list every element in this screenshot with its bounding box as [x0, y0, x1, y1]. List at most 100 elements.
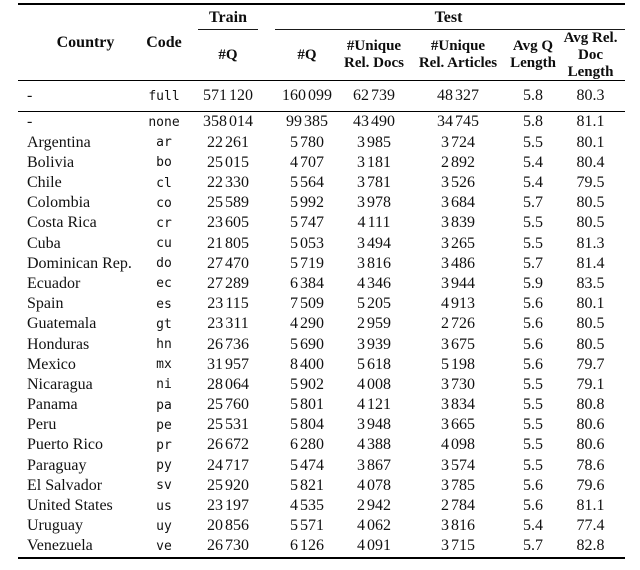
country-cell: Uruguay	[27, 517, 83, 535]
unique-rel-docs-cell: 3 939	[356, 335, 392, 353]
avg-rel-doc-length-cell: 80.5	[576, 315, 605, 333]
country-cell: Dominican Rep.	[27, 254, 132, 272]
unique-rel-articles-cell: 3 944	[440, 274, 476, 292]
test-q-cell: 5 902	[289, 375, 325, 393]
country-cell: Honduras	[27, 335, 90, 353]
unique-rel-articles-cell: 2 784	[440, 497, 476, 515]
table-row: Nicaragua ni 28 064 5 902 4 008 3 730 5.5 79.1	[18, 375, 625, 395]
code-cell: cl	[156, 175, 172, 191]
unique-rel-articles-cell: 3 839	[440, 214, 476, 232]
unique-rel-docs-cell: 5 618	[356, 355, 392, 373]
avg-q-length-cell: 5.8	[510, 80, 556, 113]
avg-q-length-cell: 5.4	[523, 153, 543, 171]
train-q-cell: 23 605	[206, 214, 250, 232]
avg-rel-doc-length-cell: 81.3	[576, 234, 605, 252]
unique-rel-docs-cell: 3 978	[356, 194, 392, 212]
unique-rel-articles-cell: 48 327	[406, 80, 510, 113]
avg-q-length-cell: 5.6	[523, 295, 543, 313]
train-q-cell: 20 856	[206, 517, 250, 535]
country-cell: Cuba	[27, 234, 61, 252]
country-cell: Guatemala	[27, 315, 97, 333]
col-header-code: Code	[144, 4, 184, 82]
code-cell: ve	[156, 538, 172, 554]
train-q-cell: 25 015	[206, 153, 250, 171]
avg-q-length-cell: 5.5	[523, 416, 543, 434]
unique-rel-docs-cell: 2 959	[356, 315, 392, 333]
unique-rel-articles-cell: 3 816	[440, 517, 476, 535]
country-cell: El Salvador	[27, 476, 103, 494]
test-q-cell: 99 385	[285, 113, 329, 131]
unique-rel-articles-cell: 3 724	[440, 133, 476, 151]
code-cell: es	[156, 296, 172, 312]
avg-rel-doc-length-cell: 80.8	[576, 396, 605, 414]
table-row: Dominican Rep. do 27 470 5 719 3 816 3 486 5.7…	[18, 254, 625, 274]
code-cell: cu	[156, 236, 172, 252]
train-q-cell: 31 957	[206, 355, 250, 373]
table-row: Paraguay py 24 717 5 474 3 867 3 574 5.5 78.6	[18, 456, 625, 476]
code-cell: co	[156, 195, 172, 211]
test-q-cell: 5 804	[289, 416, 325, 434]
avg-rel-doc-length-cell: 81.4	[576, 254, 605, 272]
country-cell: Puerto Rico	[27, 436, 103, 454]
country-cell: Mexico	[27, 355, 76, 373]
unique-rel-docs-cell: 3 781	[356, 174, 392, 192]
test-q-cell: 5 690	[289, 335, 325, 353]
col-header-test-q: #Q	[272, 30, 342, 82]
table-row: Honduras hn 26 736 5 690 3 939 3 675 5.6 80.5	[18, 334, 625, 354]
test-q-cell: 6 126	[289, 537, 325, 555]
unique-rel-docs-cell: 4 091	[356, 537, 392, 555]
country-cell: Chile	[27, 174, 62, 192]
avg-rel-doc-length-cell: 78.6	[576, 456, 605, 474]
avg-rel-doc-length-cell: 80.1	[576, 133, 605, 151]
avg-q-length-cell: 5.5	[523, 214, 543, 232]
table-row: Uruguay uy 20 856 5 571 4 062 3 816 5.4 77.4	[18, 516, 625, 536]
avg-rel-doc-length-cell: 80.5	[576, 194, 605, 212]
code-cell: gt	[156, 316, 172, 332]
country-cell: -	[18, 80, 144, 113]
dataset-statistics-table: Country Code Train Test #Q #Q #Unique Re…	[18, 3, 626, 559]
train-q-cell: 27 470	[206, 254, 250, 272]
country-cell: Argentina	[27, 133, 91, 151]
unique-rel-articles-cell: 3 486	[440, 254, 476, 272]
table-row: Venezuela ve 26 730 6 126 4 091 3 715 5.7 82.8	[18, 536, 625, 557]
table-row: Mexico mx 31 957 8 400 5 618 5 198 5.6 79.7	[18, 355, 625, 375]
avg-q-length-cell: 5.5	[523, 396, 543, 414]
unique-rel-docs-cell: 3 948	[356, 416, 392, 434]
country-cell: Bolivia	[27, 153, 75, 171]
test-q-cell: 5 821	[289, 476, 325, 494]
test-q-cell: 160 099	[272, 80, 342, 113]
col-header-avg-rel-doc-length: Avg Rel. Doc Length	[556, 30, 626, 82]
code-cell: pe	[156, 417, 172, 433]
country-cell: Ecuador	[27, 274, 81, 292]
avg-rel-doc-length-cell: 79.6	[576, 476, 605, 494]
header-sub-row: #Q #Q #Unique Rel. Docs #Unique Rel. Art…	[18, 30, 626, 82]
avg-rel-doc-length-cell: 79.7	[576, 355, 605, 373]
avg-rel-doc-length-cell: 79.5	[576, 174, 605, 192]
code-cell: bo	[156, 155, 172, 171]
avg-q-length-cell: 5.6	[523, 476, 543, 494]
avg-rel-doc-length-cell: 82.8	[576, 537, 605, 555]
avg-rel-doc-length-cell: 80.6	[576, 436, 605, 454]
unique-rel-articles-cell: 3 785	[440, 476, 476, 494]
avg-rel-doc-length-cell: 79.1	[576, 375, 605, 393]
avg-rel-doc-length-cell: 80.3	[556, 80, 626, 113]
country-cell: Colombia	[27, 194, 91, 212]
country-cell: United States	[27, 497, 113, 515]
avg-q-length-cell: 5.5	[523, 456, 543, 474]
table-row: Chile cl 22 330 5 564 3 781 3 526 5.4 79.5	[18, 173, 625, 193]
unique-rel-docs-cell: 3 816	[356, 254, 392, 272]
unique-rel-articles-cell: 4 913	[440, 295, 476, 313]
col-header-country: Country	[18, 4, 144, 82]
country-cell: Spain	[27, 295, 64, 313]
table-row: Cuba cu 21 805 5 053 3 494 3 265 5.5 81.3	[18, 234, 625, 254]
code-cell: ec	[156, 276, 172, 292]
code-cell: ar	[156, 135, 172, 151]
col-group-test: Test	[272, 4, 626, 30]
unique-rel-docs-cell: 3 985	[356, 133, 392, 151]
avg-rel-doc-length-cell: 80.1	[576, 295, 605, 313]
unique-rel-docs-cell: 4 121	[356, 396, 392, 414]
train-q-cell: 25 760	[206, 396, 250, 414]
test-q-cell: 5 747	[289, 214, 325, 232]
test-q-cell: 5 053	[289, 234, 325, 252]
